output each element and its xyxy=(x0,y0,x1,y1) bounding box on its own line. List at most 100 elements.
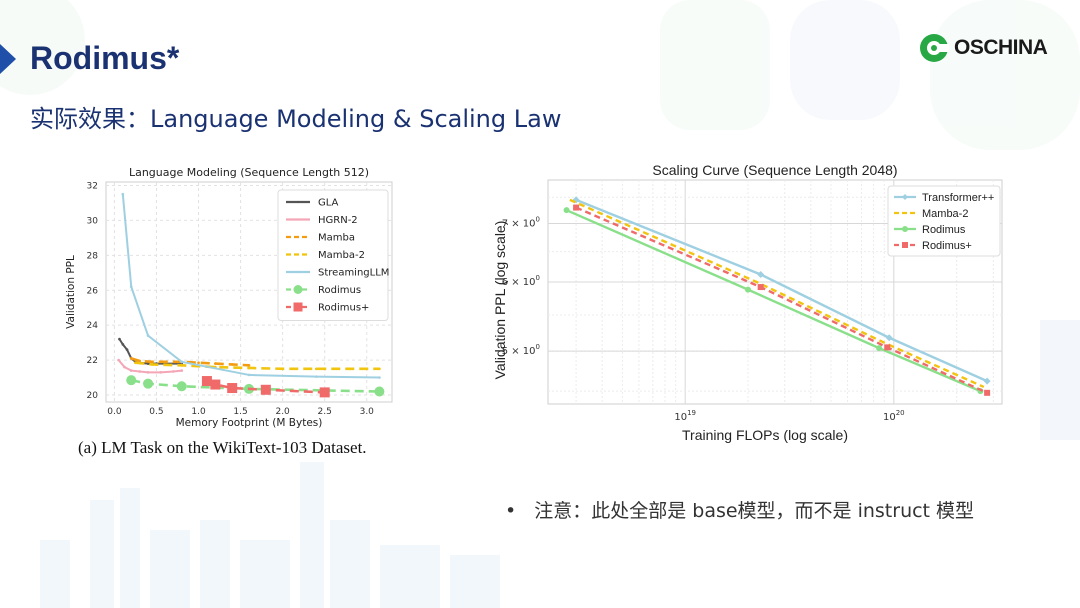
legend-marker-rodimus xyxy=(293,285,303,294)
legend-marker-streamingllm xyxy=(296,270,300,274)
y-tick-label: 5 × 100 xyxy=(502,343,540,357)
x-axis-label: Training FLOPs (log scale) xyxy=(682,427,848,443)
note-bullet: • 注意：此处全部是 base模型，而不是 instruct 模型 xyxy=(505,496,974,523)
y-tick-label: 20 xyxy=(87,391,99,401)
legend-marker-hgrn-2 xyxy=(296,218,300,221)
legend-box xyxy=(887,185,1001,257)
series-line-mamba-2 xyxy=(569,198,985,389)
legend-marker-mamba xyxy=(296,235,300,239)
data-point-rodimus xyxy=(573,204,580,211)
language-modeling-chart: Language Modeling (Sequence Length 512) 0… xyxy=(65,166,393,429)
data-point-hgrn-2 xyxy=(138,370,141,373)
legend-marker-rodimus xyxy=(902,242,908,248)
scaling-curve-chart: Scaling Curve (Sequence Length 2048) 1019… xyxy=(492,162,1003,443)
logo-c-icon xyxy=(920,34,949,62)
legend-label-rodimus: Rodimus xyxy=(922,224,966,236)
legend-label-mamba: Mamba xyxy=(318,233,355,244)
x-tick-label: 0.0 xyxy=(107,407,122,417)
x-tick-label: 3.0 xyxy=(360,407,375,417)
data-point-mamba-2 xyxy=(348,367,352,371)
legend-box xyxy=(277,189,389,321)
data-point-rodimus xyxy=(757,284,764,291)
series-line-rodimus xyxy=(566,209,981,393)
data-point-streamingllm xyxy=(180,360,184,364)
data-point-mamba xyxy=(247,363,251,367)
data-point-transformer xyxy=(983,377,991,385)
y-tick-label: 30 xyxy=(87,216,99,226)
data-point-mamba-2 xyxy=(378,367,381,371)
chart-title: Scaling Curve (Sequence Length 2048) xyxy=(652,162,897,178)
y-tick-label: 6 × 100 xyxy=(502,274,540,288)
legend-label-rodimus: Rodimus+ xyxy=(318,303,369,314)
legend: GLA HGRN-2 Mamba Mamba-2 StreamingLLM Rodimus… xyxy=(277,189,389,321)
slide-title: Rodimus* xyxy=(30,40,180,76)
data-point-rodimus xyxy=(744,286,751,293)
x-tick-label: 2.5 xyxy=(318,407,332,417)
legend-label-hgrn-2: HGRN-2 xyxy=(318,215,358,226)
data-point-rodimus xyxy=(143,378,154,389)
y-tick-label: 26 xyxy=(87,286,99,296)
chart-title: Language Modeling (Sequence Length 512) xyxy=(129,166,369,179)
data-point-gla xyxy=(146,362,150,365)
legend-label-transformer: Transformer++ xyxy=(922,192,994,204)
y-tick-label: 7 × 100 xyxy=(502,215,540,229)
y-axis-label: Validation PPL (log scale) xyxy=(492,221,508,380)
data-point-streamingllm xyxy=(247,373,251,377)
legend-marker-transformer xyxy=(902,194,908,200)
data-point-mamba xyxy=(214,362,217,365)
data-point-mamba xyxy=(129,356,133,360)
chart-caption: (a) LM Task on the WikiText-103 Dataset. xyxy=(78,438,367,457)
x-tick-label: 1019 xyxy=(674,409,696,423)
data-point-hgrn-2 xyxy=(171,370,175,373)
data-point-streamingllm xyxy=(121,192,125,196)
note-text: 注意：此处全部是 base模型，而不是 instruct 模型 xyxy=(534,500,975,522)
data-point-streamingllm xyxy=(378,376,381,379)
data-point-hgrn-2 xyxy=(129,369,133,372)
series-rodimus xyxy=(201,376,330,398)
data-point-hgrn-2 xyxy=(180,369,184,372)
oschina-logo: OSCHINA xyxy=(918,32,1048,66)
data-point-rodimus xyxy=(884,344,891,351)
legend-marker-rodimus xyxy=(902,226,908,232)
data-point-transformer xyxy=(757,270,765,278)
legend-label-rodimus: Rodimus xyxy=(318,285,361,296)
logo-text: OSCHINA xyxy=(954,36,1048,59)
series-line-transformer xyxy=(575,198,988,383)
data-point-streamingllm xyxy=(314,375,318,379)
series-mamba-2 xyxy=(134,361,381,371)
data-point-hgrn-2 xyxy=(117,358,120,362)
bullet-dot: • xyxy=(505,500,517,522)
data-point-mamba-2 xyxy=(314,367,318,371)
data-point-mamba xyxy=(197,361,200,365)
legend-label-gla: GLA xyxy=(318,198,339,209)
data-point-hgrn-2 xyxy=(123,365,126,369)
data-point-rodimus xyxy=(984,389,991,396)
data-point-hgrn-2 xyxy=(159,370,163,374)
data-point-rodimus xyxy=(260,384,271,395)
legend-label-mamba-2: Mamba-2 xyxy=(922,208,968,220)
x-tick-label: 1020 xyxy=(883,409,905,423)
y-tick-label: 22 xyxy=(87,356,98,366)
y-axis-label: Validation PPL xyxy=(65,255,77,329)
x-tick-label: 0.5 xyxy=(149,407,163,417)
data-point-gla xyxy=(121,343,125,346)
data-point-mamba xyxy=(150,360,154,364)
data-point-gla xyxy=(118,337,121,341)
data-point-streamingllm xyxy=(146,334,150,338)
legend-marker-rodimus xyxy=(293,302,303,312)
data-point-rodimus xyxy=(563,207,570,214)
data-point-mamba-2 xyxy=(247,366,251,370)
data-point-mamba-2 xyxy=(134,361,137,365)
data-point-rodimus xyxy=(319,387,330,398)
series-transformer xyxy=(572,196,991,385)
x-tick-label: 1.5 xyxy=(233,407,247,417)
legend-label-mamba-2: Mamba-2 xyxy=(318,250,365,261)
data-point-gla xyxy=(125,348,129,351)
data-point-mamba xyxy=(163,360,167,364)
data-point-mamba xyxy=(138,359,141,363)
x-axis-label: Memory Footprint (M Bytes) xyxy=(176,417,323,429)
title-marker xyxy=(0,44,16,74)
x-tick-label: 2.0 xyxy=(275,407,290,417)
data-point-mamba-2 xyxy=(150,363,154,366)
